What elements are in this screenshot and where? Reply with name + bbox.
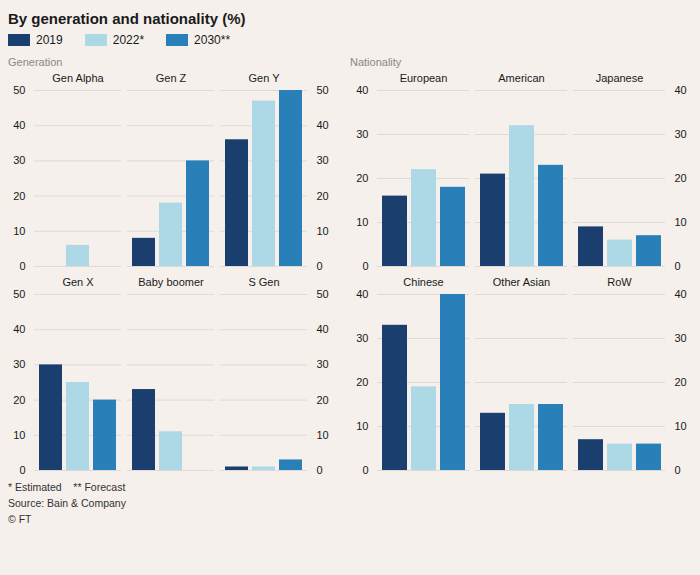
html-text:2022*: 2022* <box>112 33 145 47</box>
svg-text:30: 30 <box>317 358 329 370</box>
svg-text:40: 40 <box>317 323 329 335</box>
svg-text:20: 20 <box>675 376 687 388</box>
svg-text:S Gen: S Gen <box>248 276 279 288</box>
svg-text:40: 40 <box>13 323 25 335</box>
svg-text:30: 30 <box>13 358 25 370</box>
svg-text:0: 0 <box>362 464 368 474</box>
svg-text:40: 40 <box>356 84 368 96</box>
svg-text:0: 0 <box>362 260 368 270</box>
svg-text:Other Asian: Other Asian <box>493 276 550 288</box>
svg-text:0: 0 <box>675 260 681 270</box>
svg-text:40: 40 <box>675 84 687 96</box>
svg-text:20: 20 <box>356 376 368 388</box>
svg-text:10: 10 <box>356 420 368 432</box>
svg-text:Baby boomer: Baby boomer <box>138 276 204 288</box>
svg-text:30: 30 <box>356 332 368 344</box>
svg-text:30: 30 <box>317 154 329 166</box>
svg-text:20: 20 <box>317 394 329 406</box>
svg-text:Gen Y: Gen Y <box>249 72 281 84</box>
svg-text:American: American <box>498 72 544 84</box>
svg-text:10: 10 <box>356 216 368 228</box>
svg-text:20: 20 <box>356 172 368 184</box>
svg-text:0: 0 <box>317 260 323 270</box>
svg-text:20: 20 <box>675 172 687 184</box>
svg-text:Gen Z: Gen Z <box>156 72 187 84</box>
html-text:Nationality: Nationality <box>350 56 402 68</box>
svg-text:40: 40 <box>356 288 368 300</box>
html-text:By generation and nationality: By generation and nationality (%) <box>8 10 246 27</box>
html-text:Generation: Generation <box>8 56 63 68</box>
html-text:* Estimated ** Forecast Source: * Estimated ** Forecast Source: Bain & C… <box>8 481 126 525</box>
svg-text:0: 0 <box>675 464 681 474</box>
svg-text:10: 10 <box>675 216 687 228</box>
svg-text:10: 10 <box>317 225 329 237</box>
svg-text:40: 40 <box>317 119 329 131</box>
svg-text:RoW: RoW <box>607 276 632 288</box>
svg-text:50: 50 <box>317 84 329 96</box>
svg-text:30: 30 <box>13 154 25 166</box>
svg-text:30: 30 <box>356 128 368 140</box>
svg-text:Chinese: Chinese <box>403 276 443 288</box>
svg-text:Gen Alpha: Gen Alpha <box>52 72 104 84</box>
svg-text:10: 10 <box>317 429 329 441</box>
svg-text:10: 10 <box>675 420 687 432</box>
svg-text:Japanese: Japanese <box>596 72 644 84</box>
svg-text:40: 40 <box>13 119 25 131</box>
svg-text:30: 30 <box>675 128 687 140</box>
svg-text:0: 0 <box>19 260 25 270</box>
svg-text:40: 40 <box>675 288 687 300</box>
html-text:2030**: 2030** <box>194 33 231 47</box>
svg-text:30: 30 <box>675 332 687 344</box>
svg-text:European: European <box>400 72 448 84</box>
svg-text:20: 20 <box>317 190 329 202</box>
svg-text:0: 0 <box>317 464 323 474</box>
svg-text:50: 50 <box>317 288 329 300</box>
svg-text:10: 10 <box>13 225 25 237</box>
svg-text:0: 0 <box>19 464 25 474</box>
svg-text:50: 50 <box>13 288 25 300</box>
svg-text:20: 20 <box>13 394 25 406</box>
html-text:2019: 2019 <box>36 33 63 47</box>
svg-text:50: 50 <box>13 84 25 96</box>
svg-text:10: 10 <box>13 429 25 441</box>
svg-text:20: 20 <box>13 190 25 202</box>
svg-text:Gen X: Gen X <box>62 276 94 288</box>
